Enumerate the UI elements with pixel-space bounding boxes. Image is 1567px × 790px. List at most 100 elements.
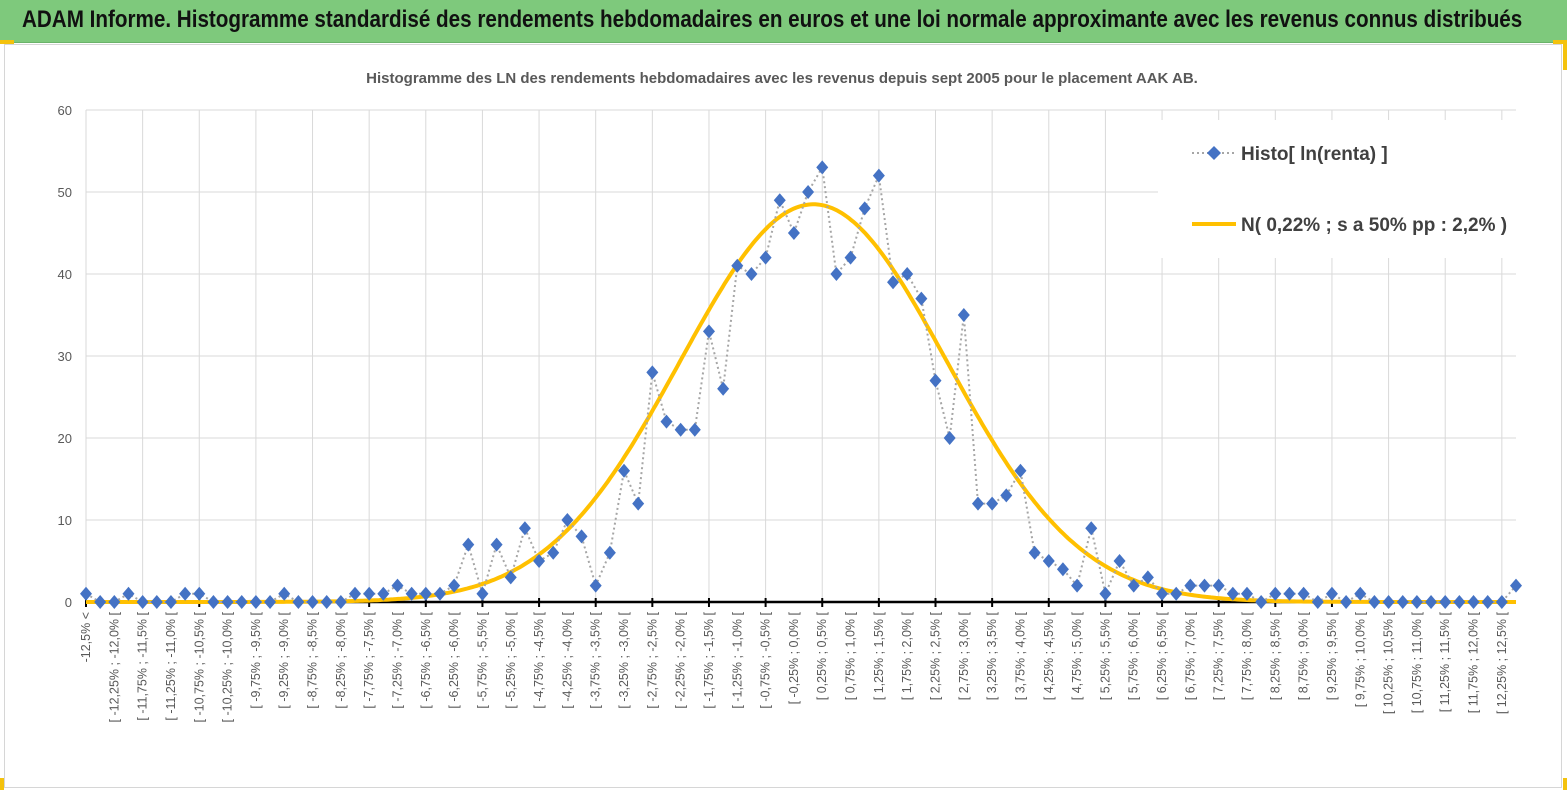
histo-point: [872, 168, 885, 183]
histo-point: [589, 578, 602, 593]
x-tick-label: [ 11,75% ; 12,0% [: [1467, 611, 1481, 713]
histo-point: [1113, 554, 1126, 568]
histo-point: [533, 554, 546, 568]
x-tick-label: [ -7,25% ; -7,0% [: [390, 611, 404, 708]
x-tick-label: [ 9,25% ; 9,5% [: [1325, 611, 1339, 700]
x-tick-label: [ 9,75% ; 10,0% [: [1353, 611, 1367, 707]
histo-point: [547, 545, 560, 560]
normal-curve: [86, 202, 1516, 604]
header-bar: ADAM Informe. Histogramme standardisé de…: [0, 0, 1567, 43]
y-tick-label: 10: [58, 513, 72, 528]
histo-point: [1014, 463, 1027, 478]
x-tick-label: [ -3,75% ; -3,5% [: [589, 611, 603, 708]
histo-point: [688, 422, 701, 437]
x-tick-label: [ 2,25% ; 2,5% [: [929, 611, 943, 700]
histo-point: [1311, 595, 1324, 609]
histo-point: [150, 595, 163, 609]
x-tick-label: [ -5,25% ; -5,0% [: [504, 611, 518, 708]
histo-point: [433, 586, 446, 601]
histo-point: [745, 267, 758, 281]
histo-point: [660, 414, 673, 429]
histo-point: [1071, 578, 1084, 593]
x-tick-label: [ -0,75% ; -0,5% [: [759, 611, 773, 708]
chart-title: Histogramme des LN des rendements hebdom…: [366, 70, 1198, 87]
histo-point: [1495, 595, 1508, 609]
histo-point: [1425, 595, 1438, 609]
histo-line: [85, 164, 1517, 604]
histo-point: [603, 545, 616, 560]
histo-point: [292, 595, 305, 609]
histo-point: [1354, 586, 1367, 601]
histo-point: [1028, 545, 1041, 560]
y-tick-label: 60: [58, 103, 72, 118]
histo-point: [1467, 595, 1480, 609]
histo-point: [1269, 586, 1282, 601]
x-tick-label: [ 1,75% ; 2,0% [: [900, 611, 914, 700]
histo-point: [377, 586, 390, 601]
histo-point: [179, 586, 192, 601]
x-tick-label: [ 5,75% ; 6,0% [: [1127, 611, 1141, 700]
legend-diamond-icon: [1207, 146, 1221, 160]
x-tick-label: [ 6,25% ; 6,5% [: [1155, 611, 1169, 700]
x-tick-label: [ -3,25% ; -3,0% [: [617, 611, 631, 708]
histo-point: [419, 586, 432, 601]
x-tick-label: [ -7,75% ; -7,5% [: [362, 611, 376, 708]
legend: Histo[ ln(renta) ] N( 0,22% ; s a 50% pp…: [1158, 120, 1530, 258]
histo-point: [1396, 595, 1409, 609]
histo-point: [1226, 586, 1239, 601]
histo-point: [1141, 570, 1154, 585]
histo-point: [830, 267, 843, 281]
histo-point: [858, 201, 871, 216]
x-tick-label: [ 8,75% ; 9,0% [: [1297, 611, 1311, 700]
histo-point: [1382, 595, 1395, 609]
histo-point: [731, 258, 744, 273]
x-tick-label: -12,5% <: [79, 612, 93, 662]
histo-point: [1255, 595, 1268, 609]
histo-point: [957, 308, 970, 322]
histo-point: [844, 250, 857, 265]
histo-point: [1325, 586, 1338, 601]
histo-point: [278, 586, 291, 601]
histo-point: [1368, 595, 1381, 609]
histo-point: [887, 275, 900, 290]
corner-marker: [1563, 40, 1567, 70]
header-title: ADAM Informe. Histogramme standardisé de…: [22, 6, 1523, 33]
histo-point: [349, 586, 362, 601]
histo-point: [816, 160, 829, 175]
corner-marker: [0, 778, 4, 790]
histo-point: [674, 422, 687, 437]
histo-point: [618, 463, 631, 478]
histo-point: [391, 578, 404, 593]
histo-point: [1042, 554, 1055, 568]
histo-point: [702, 324, 715, 339]
histo-point: [915, 291, 928, 306]
x-tick-label: [ -2,25% ; -2,0% [: [674, 611, 688, 708]
y-tick-label: 20: [58, 431, 72, 446]
histo-point: [773, 193, 786, 208]
histo-point: [943, 431, 956, 445]
histo-point: [971, 496, 984, 511]
histo-point: [1410, 595, 1423, 609]
x-tick-label: [ 10,25% ; 10,5% [: [1382, 611, 1396, 714]
x-tick-label: [ -4,25% ; -4,0% [: [560, 611, 574, 708]
histo-point: [1297, 586, 1310, 601]
x-tick-label: [ -0,25% ; 0,0% [: [787, 611, 801, 704]
x-tick-label: [ -8,25% ; -8,0% [: [334, 611, 348, 708]
legend-box: [1158, 120, 1530, 258]
histo-point: [1156, 586, 1169, 601]
histo-point: [363, 586, 376, 601]
x-tick-label: [ 0,25% ; 0,5% [: [815, 611, 829, 700]
histo-point: [462, 537, 475, 552]
histo-point: [193, 586, 206, 601]
histo-point: [929, 373, 942, 388]
histo-point: [1453, 595, 1466, 609]
legend-histo-label: Histo[ ln(renta) ]: [1241, 144, 1388, 165]
x-tick-label: [ -9,25% ; -9,0% [: [277, 611, 291, 708]
histo-point: [787, 226, 800, 240]
histo-point: [575, 529, 588, 544]
histo-point: [1184, 578, 1197, 593]
x-tick-label: [ 0,75% ; 1,0% [: [844, 611, 858, 700]
corner-marker: [1553, 40, 1567, 44]
histo-point: [490, 537, 503, 552]
histo-point: [405, 586, 418, 601]
